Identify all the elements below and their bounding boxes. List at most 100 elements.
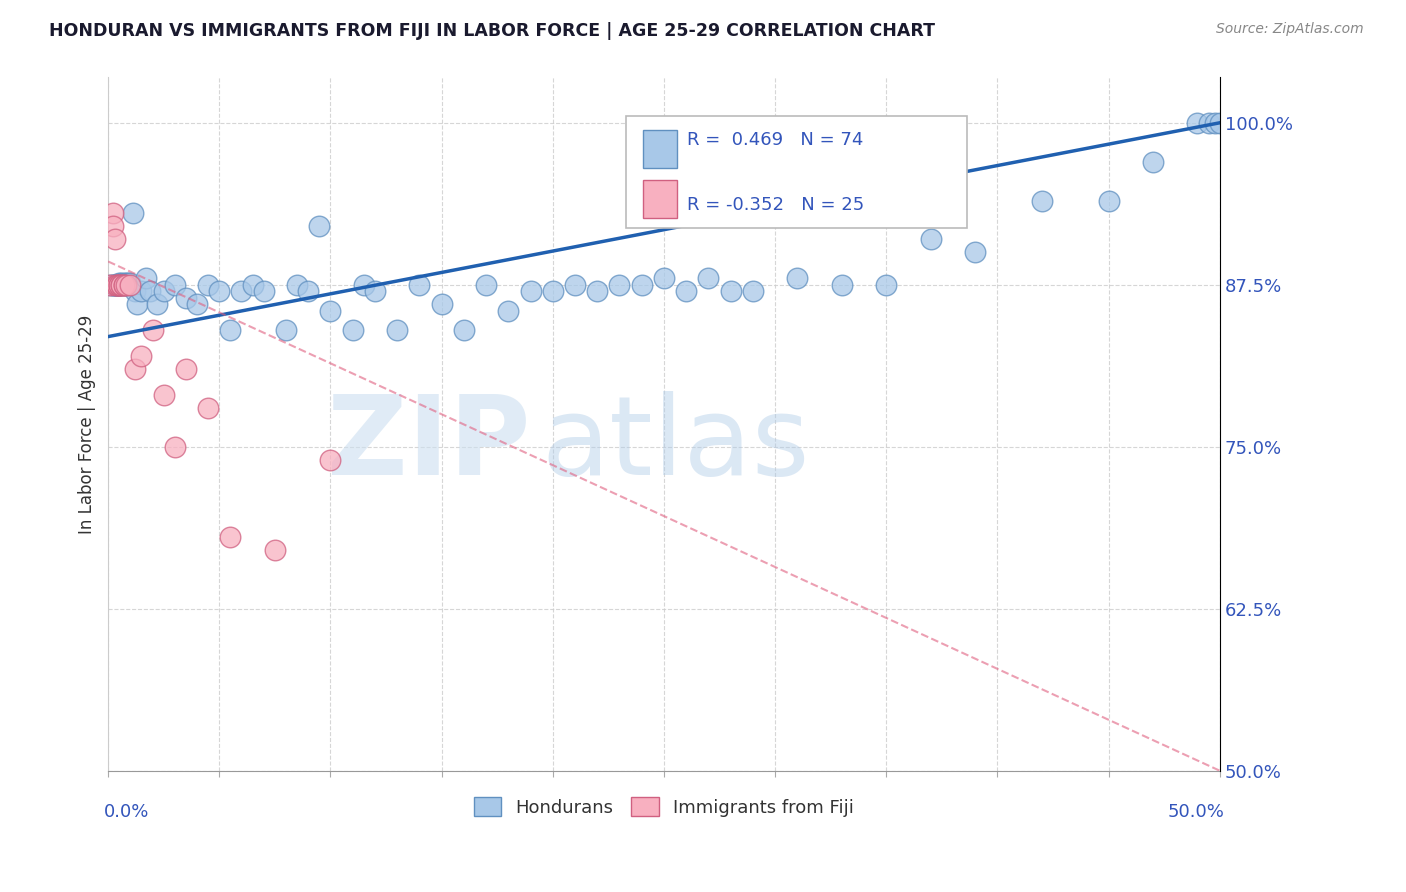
- Point: [120, 277, 142, 292]
- Point: [1198, 116, 1220, 130]
- Y-axis label: In Labor Force | Age 25-29: In Labor Force | Age 25-29: [79, 315, 96, 533]
- Point: [104, 277, 127, 292]
- Point: [285, 277, 308, 292]
- Point: [108, 277, 131, 292]
- Point: [121, 206, 143, 220]
- Point: [586, 285, 609, 299]
- Point: [115, 277, 138, 292]
- Point: [104, 277, 127, 292]
- Point: [231, 285, 253, 299]
- Point: [253, 285, 276, 299]
- Point: [1142, 154, 1164, 169]
- Point: [146, 297, 169, 311]
- Point: [110, 277, 132, 292]
- Point: [920, 232, 942, 246]
- Point: [1187, 116, 1209, 130]
- Point: [786, 271, 808, 285]
- Point: [110, 277, 132, 292]
- Text: ZIP: ZIP: [328, 392, 530, 499]
- Point: [163, 440, 186, 454]
- Text: Source: ZipAtlas.com: Source: ZipAtlas.com: [1216, 22, 1364, 37]
- Point: [108, 277, 131, 291]
- Point: [120, 277, 142, 292]
- Point: [124, 362, 146, 376]
- Point: [139, 285, 162, 299]
- Text: HONDURAN VS IMMIGRANTS FROM FIJI IN LABOR FORCE | AGE 25-29 CORRELATION CHART: HONDURAN VS IMMIGRANTS FROM FIJI IN LABO…: [49, 22, 935, 40]
- Point: [720, 285, 742, 299]
- Point: [131, 285, 153, 299]
- Point: [430, 297, 453, 311]
- Point: [112, 277, 135, 292]
- Point: [242, 277, 264, 292]
- Point: [319, 452, 342, 467]
- Point: [630, 277, 652, 292]
- Point: [197, 401, 219, 415]
- Point: [108, 277, 131, 292]
- Point: [115, 277, 138, 291]
- Point: [117, 277, 139, 292]
- Point: [263, 543, 285, 558]
- Point: [101, 277, 124, 292]
- Point: [112, 277, 135, 292]
- Point: [541, 285, 564, 299]
- Point: [98, 277, 121, 292]
- Point: [110, 277, 132, 292]
- Point: [1097, 194, 1119, 208]
- Point: [385, 323, 408, 337]
- Point: [131, 349, 153, 363]
- Point: [197, 277, 219, 292]
- Point: [125, 297, 148, 311]
- Point: [105, 277, 128, 292]
- Point: [135, 271, 157, 285]
- Text: atlas: atlas: [541, 392, 810, 499]
- Point: [117, 277, 139, 291]
- Point: [105, 277, 128, 292]
- Point: [408, 277, 430, 292]
- Point: [152, 285, 174, 299]
- Point: [112, 277, 135, 291]
- Point: [1204, 116, 1226, 130]
- Point: [112, 277, 135, 292]
- Legend: Hondurans, Immigrants from Fiji: Hondurans, Immigrants from Fiji: [467, 790, 860, 824]
- Text: R = -0.352   N = 25: R = -0.352 N = 25: [688, 196, 865, 214]
- Point: [186, 297, 208, 311]
- Point: [110, 277, 132, 291]
- Point: [475, 277, 498, 292]
- Point: [108, 277, 131, 292]
- Point: [453, 323, 475, 337]
- Point: [105, 277, 128, 292]
- Point: [274, 323, 297, 337]
- Point: [364, 285, 387, 299]
- Point: [319, 303, 342, 318]
- Point: [101, 206, 124, 220]
- Point: [564, 277, 586, 292]
- Point: [152, 388, 174, 402]
- Point: [219, 531, 242, 545]
- Point: [104, 232, 127, 246]
- Point: [308, 219, 330, 234]
- Point: [101, 277, 124, 292]
- Point: [1209, 116, 1232, 130]
- Point: [141, 323, 163, 337]
- Point: [98, 277, 121, 292]
- Point: [675, 285, 697, 299]
- Point: [875, 277, 897, 292]
- Point: [342, 323, 364, 337]
- Point: [101, 219, 124, 234]
- Point: [104, 277, 127, 292]
- Point: [105, 277, 128, 292]
- Point: [831, 277, 853, 292]
- Text: R =  0.469   N = 74: R = 0.469 N = 74: [688, 130, 863, 149]
- Point: [1031, 194, 1053, 208]
- Point: [965, 245, 987, 260]
- Point: [108, 277, 131, 292]
- Point: [163, 277, 186, 292]
- Point: [120, 277, 142, 291]
- Point: [124, 285, 146, 299]
- Point: [297, 285, 319, 299]
- Point: [208, 285, 231, 299]
- Point: [115, 277, 138, 292]
- Point: [609, 277, 631, 292]
- Point: [652, 271, 675, 285]
- Point: [174, 362, 197, 376]
